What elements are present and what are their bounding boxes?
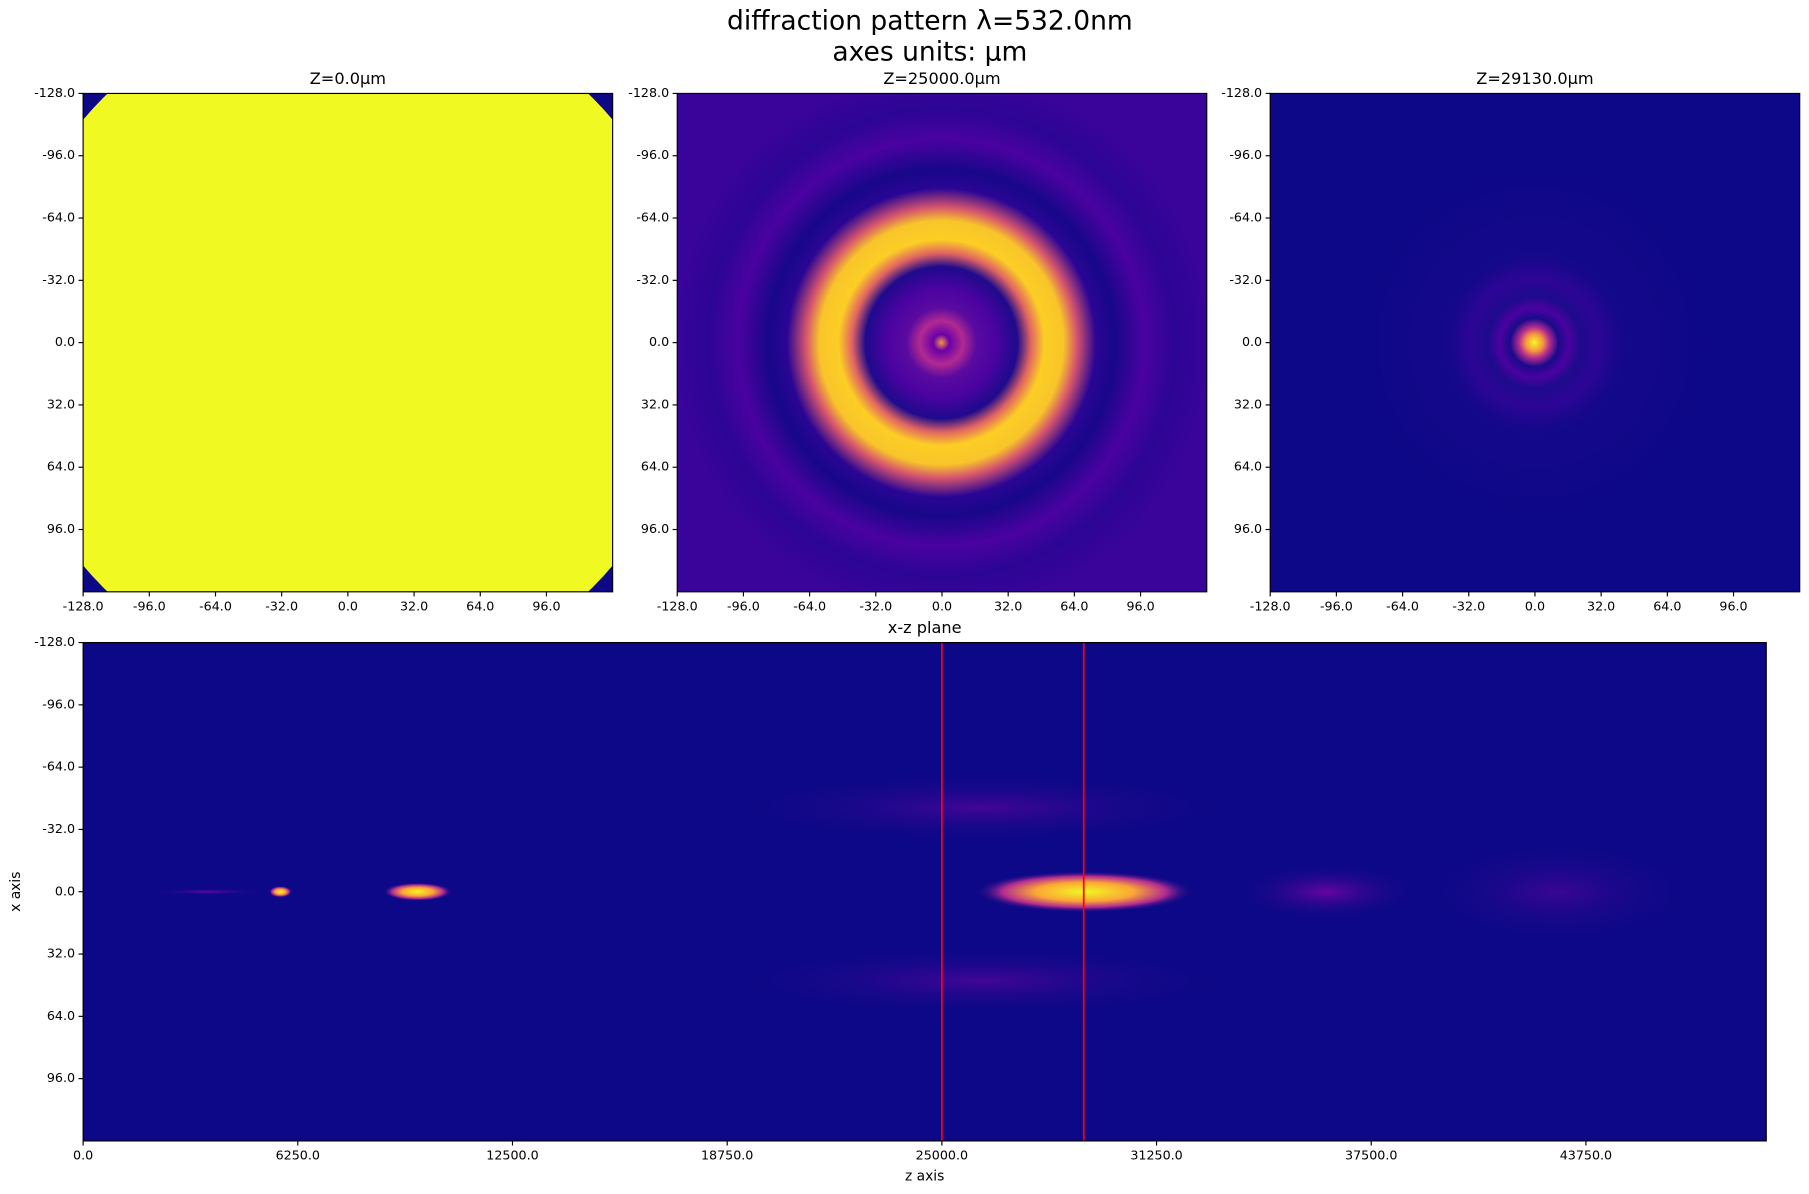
y-tick-label: -128.0 bbox=[34, 634, 75, 649]
y-tick-label: -64.0 bbox=[1229, 210, 1262, 225]
x-tick-label: -96.0 bbox=[727, 598, 760, 613]
x-tick-label: 0.0 bbox=[73, 1147, 93, 1162]
y-tick-label: 0.0 bbox=[55, 883, 75, 898]
y-tick-label: -128.0 bbox=[34, 85, 75, 100]
x-tick-label: -32.0 bbox=[265, 598, 298, 613]
suptitle: diffraction pattern λ=532.0nm bbox=[727, 5, 1133, 36]
x-tick-label: 0.0 bbox=[1525, 598, 1545, 613]
y-axis-label: x axis bbox=[8, 872, 24, 912]
x-tick-label: 96.0 bbox=[1126, 598, 1154, 613]
y-tick-label: 0.0 bbox=[1242, 334, 1262, 349]
subplot-title: x-z plane bbox=[888, 618, 962, 637]
heatmap bbox=[83, 642, 1767, 1141]
x-tick-label: -96.0 bbox=[133, 598, 166, 613]
y-tick-label: -128.0 bbox=[1221, 85, 1262, 100]
y-tick-label: -96.0 bbox=[42, 696, 75, 711]
x-tick-label: -32.0 bbox=[1452, 598, 1485, 613]
x-tick-label: 64.0 bbox=[466, 598, 494, 613]
x-tick-label: 32.0 bbox=[994, 598, 1022, 613]
x-tick-label: -64.0 bbox=[793, 598, 826, 613]
x-tick-label: 25000.0 bbox=[916, 1147, 968, 1162]
x-tick-label: 64.0 bbox=[1060, 598, 1088, 613]
y-tick-label: -96.0 bbox=[1229, 147, 1262, 162]
suptitle: axes units: µm bbox=[832, 37, 1027, 68]
y-tick-label: 32.0 bbox=[47, 396, 75, 411]
y-tick-label: -64.0 bbox=[42, 759, 75, 774]
subplot-title: Z=25000.0µm bbox=[883, 69, 1000, 88]
y-tick-label: -96.0 bbox=[636, 147, 669, 162]
y-tick-label: 64.0 bbox=[47, 1008, 75, 1023]
x-tick-label: -128.0 bbox=[657, 598, 698, 613]
x-tick-label: 96.0 bbox=[532, 598, 560, 613]
x-tick-label: 0.0 bbox=[932, 598, 952, 613]
x-tick-label: -64.0 bbox=[1386, 598, 1419, 613]
y-tick-label: 32.0 bbox=[1234, 396, 1262, 411]
x-tick-label: 32.0 bbox=[400, 598, 428, 613]
y-tick-label: 0.0 bbox=[55, 334, 75, 349]
x-tick-label: 43750.0 bbox=[1560, 1147, 1612, 1162]
x-tick-label: -64.0 bbox=[199, 598, 232, 613]
x-tick-label: -128.0 bbox=[63, 598, 104, 613]
heatmap bbox=[1270, 93, 1800, 592]
y-tick-label: 0.0 bbox=[649, 334, 669, 349]
y-tick-label: -96.0 bbox=[42, 147, 75, 162]
x-tick-label: 32.0 bbox=[1587, 598, 1615, 613]
y-tick-label: -64.0 bbox=[42, 210, 75, 225]
x-tick-label: 18750.0 bbox=[701, 1147, 753, 1162]
y-tick-label: 32.0 bbox=[641, 396, 669, 411]
y-tick-label: -32.0 bbox=[42, 821, 75, 836]
y-tick-label: -128.0 bbox=[628, 85, 669, 100]
y-tick-label: -32.0 bbox=[636, 272, 669, 287]
heatmap bbox=[83, 93, 613, 592]
x-tick-label: 6250.0 bbox=[276, 1147, 320, 1162]
y-tick-label: -32.0 bbox=[42, 272, 75, 287]
y-tick-label: 96.0 bbox=[47, 1070, 75, 1085]
x-tick-label: 37500.0 bbox=[1345, 1147, 1397, 1162]
y-tick-label: -64.0 bbox=[636, 210, 669, 225]
x-tick-label: 0.0 bbox=[338, 598, 358, 613]
y-tick-label: 96.0 bbox=[1234, 521, 1262, 536]
y-tick-label: 64.0 bbox=[47, 459, 75, 474]
y-tick-label: 96.0 bbox=[641, 521, 669, 536]
x-tick-label: -32.0 bbox=[859, 598, 892, 613]
heatmap bbox=[677, 93, 1207, 592]
x-tick-label: -96.0 bbox=[1320, 598, 1353, 613]
x-axis-label: z axis bbox=[905, 1169, 944, 1185]
x-tick-label: 64.0 bbox=[1653, 598, 1681, 613]
x-tick-label: 31250.0 bbox=[1130, 1147, 1182, 1162]
subplot-title: Z=0.0µm bbox=[310, 69, 386, 88]
y-tick-label: 32.0 bbox=[47, 946, 75, 961]
subplot-title: Z=29130.0µm bbox=[1476, 69, 1593, 88]
x-tick-label: -128.0 bbox=[1250, 598, 1291, 613]
y-tick-label: 96.0 bbox=[47, 521, 75, 536]
y-tick-label: 64.0 bbox=[641, 459, 669, 474]
x-tick-label: 12500.0 bbox=[486, 1147, 538, 1162]
y-tick-label: 64.0 bbox=[1234, 459, 1262, 474]
y-tick-label: -32.0 bbox=[1229, 272, 1262, 287]
x-tick-label: 96.0 bbox=[1719, 598, 1747, 613]
